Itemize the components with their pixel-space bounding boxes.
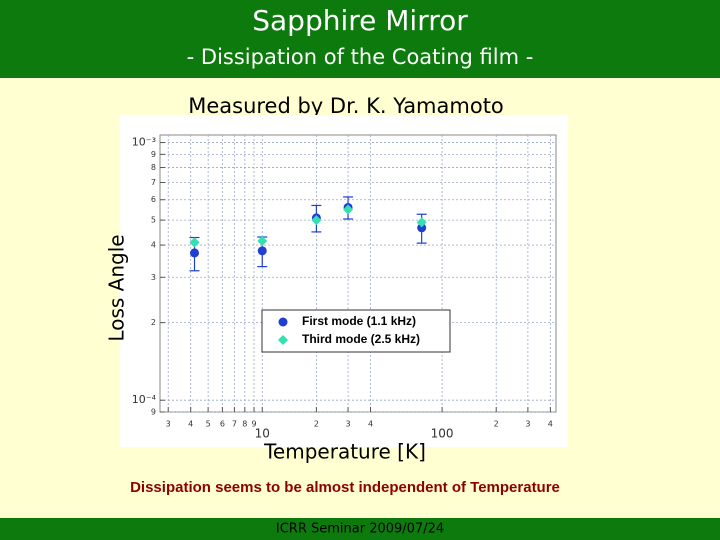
y-tick-label: 9 (151, 150, 156, 159)
data-point (257, 246, 267, 256)
x-tick-label: 100 (431, 427, 454, 441)
x-tick-label: 5 (206, 420, 211, 429)
data-point (417, 223, 427, 233)
x-tick-label: 4 (188, 420, 193, 429)
x-tick-label: 4 (368, 420, 373, 429)
slide-subtitle: - Dissipation of the Coating film - (187, 45, 534, 69)
header-band (0, 0, 720, 78)
y-tick-label: 10⁻³ (132, 136, 156, 149)
y-tick-label: 9 (151, 408, 156, 417)
legend-label: First mode (1.1 kHz) (302, 314, 416, 328)
legend-label: Third mode (2.5 kHz) (302, 332, 420, 346)
data-point (189, 237, 200, 248)
x-tick-label: 7 (232, 420, 237, 429)
y-tick-label: 4 (151, 241, 156, 250)
annotation: Dissipation seems to be almost independe… (130, 479, 560, 496)
data-point (343, 204, 354, 215)
y-tick-label: 5 (151, 216, 156, 225)
y-axis-label: Loss Angle (105, 234, 129, 341)
legend-box (261, 309, 451, 353)
footer: ICRR Seminar 2009/07/24 (276, 522, 444, 537)
y-tick-label: 8 (151, 163, 156, 172)
x-axis-label: Temperature [K] (263, 440, 426, 464)
legend-marker (278, 335, 288, 345)
y-tick-label: 7 (151, 178, 156, 187)
data-point (416, 217, 427, 228)
data-point (257, 235, 268, 246)
data-point (311, 215, 322, 226)
y-tick-label: 3 (151, 273, 156, 282)
y-tick-label: 10⁻⁴ (132, 393, 157, 406)
x-tick-label: 2 (494, 420, 499, 429)
y-tick-label: 2 (151, 318, 156, 327)
data-point (190, 248, 200, 258)
x-tick-label: 3 (346, 420, 351, 429)
legend-marker (278, 317, 288, 327)
slide-title: Sapphire Mirror (252, 4, 468, 37)
chart-title: Measured by Dr. K. Yamamoto (188, 94, 504, 118)
x-tick-label: 10 (255, 427, 270, 441)
x-tick-label: 6 (220, 420, 225, 429)
x-tick-label: 9 (251, 420, 256, 429)
x-tick-label: 4 (548, 420, 553, 429)
x-tick-label: 8 (242, 420, 247, 429)
x-tick-label: 3 (166, 420, 171, 429)
y-tick-label: 6 (151, 195, 156, 204)
plot-area (159, 134, 557, 413)
x-tick-label: 3 (525, 420, 530, 429)
footer-band (0, 518, 720, 540)
x-tick-label: 2 (314, 420, 319, 429)
